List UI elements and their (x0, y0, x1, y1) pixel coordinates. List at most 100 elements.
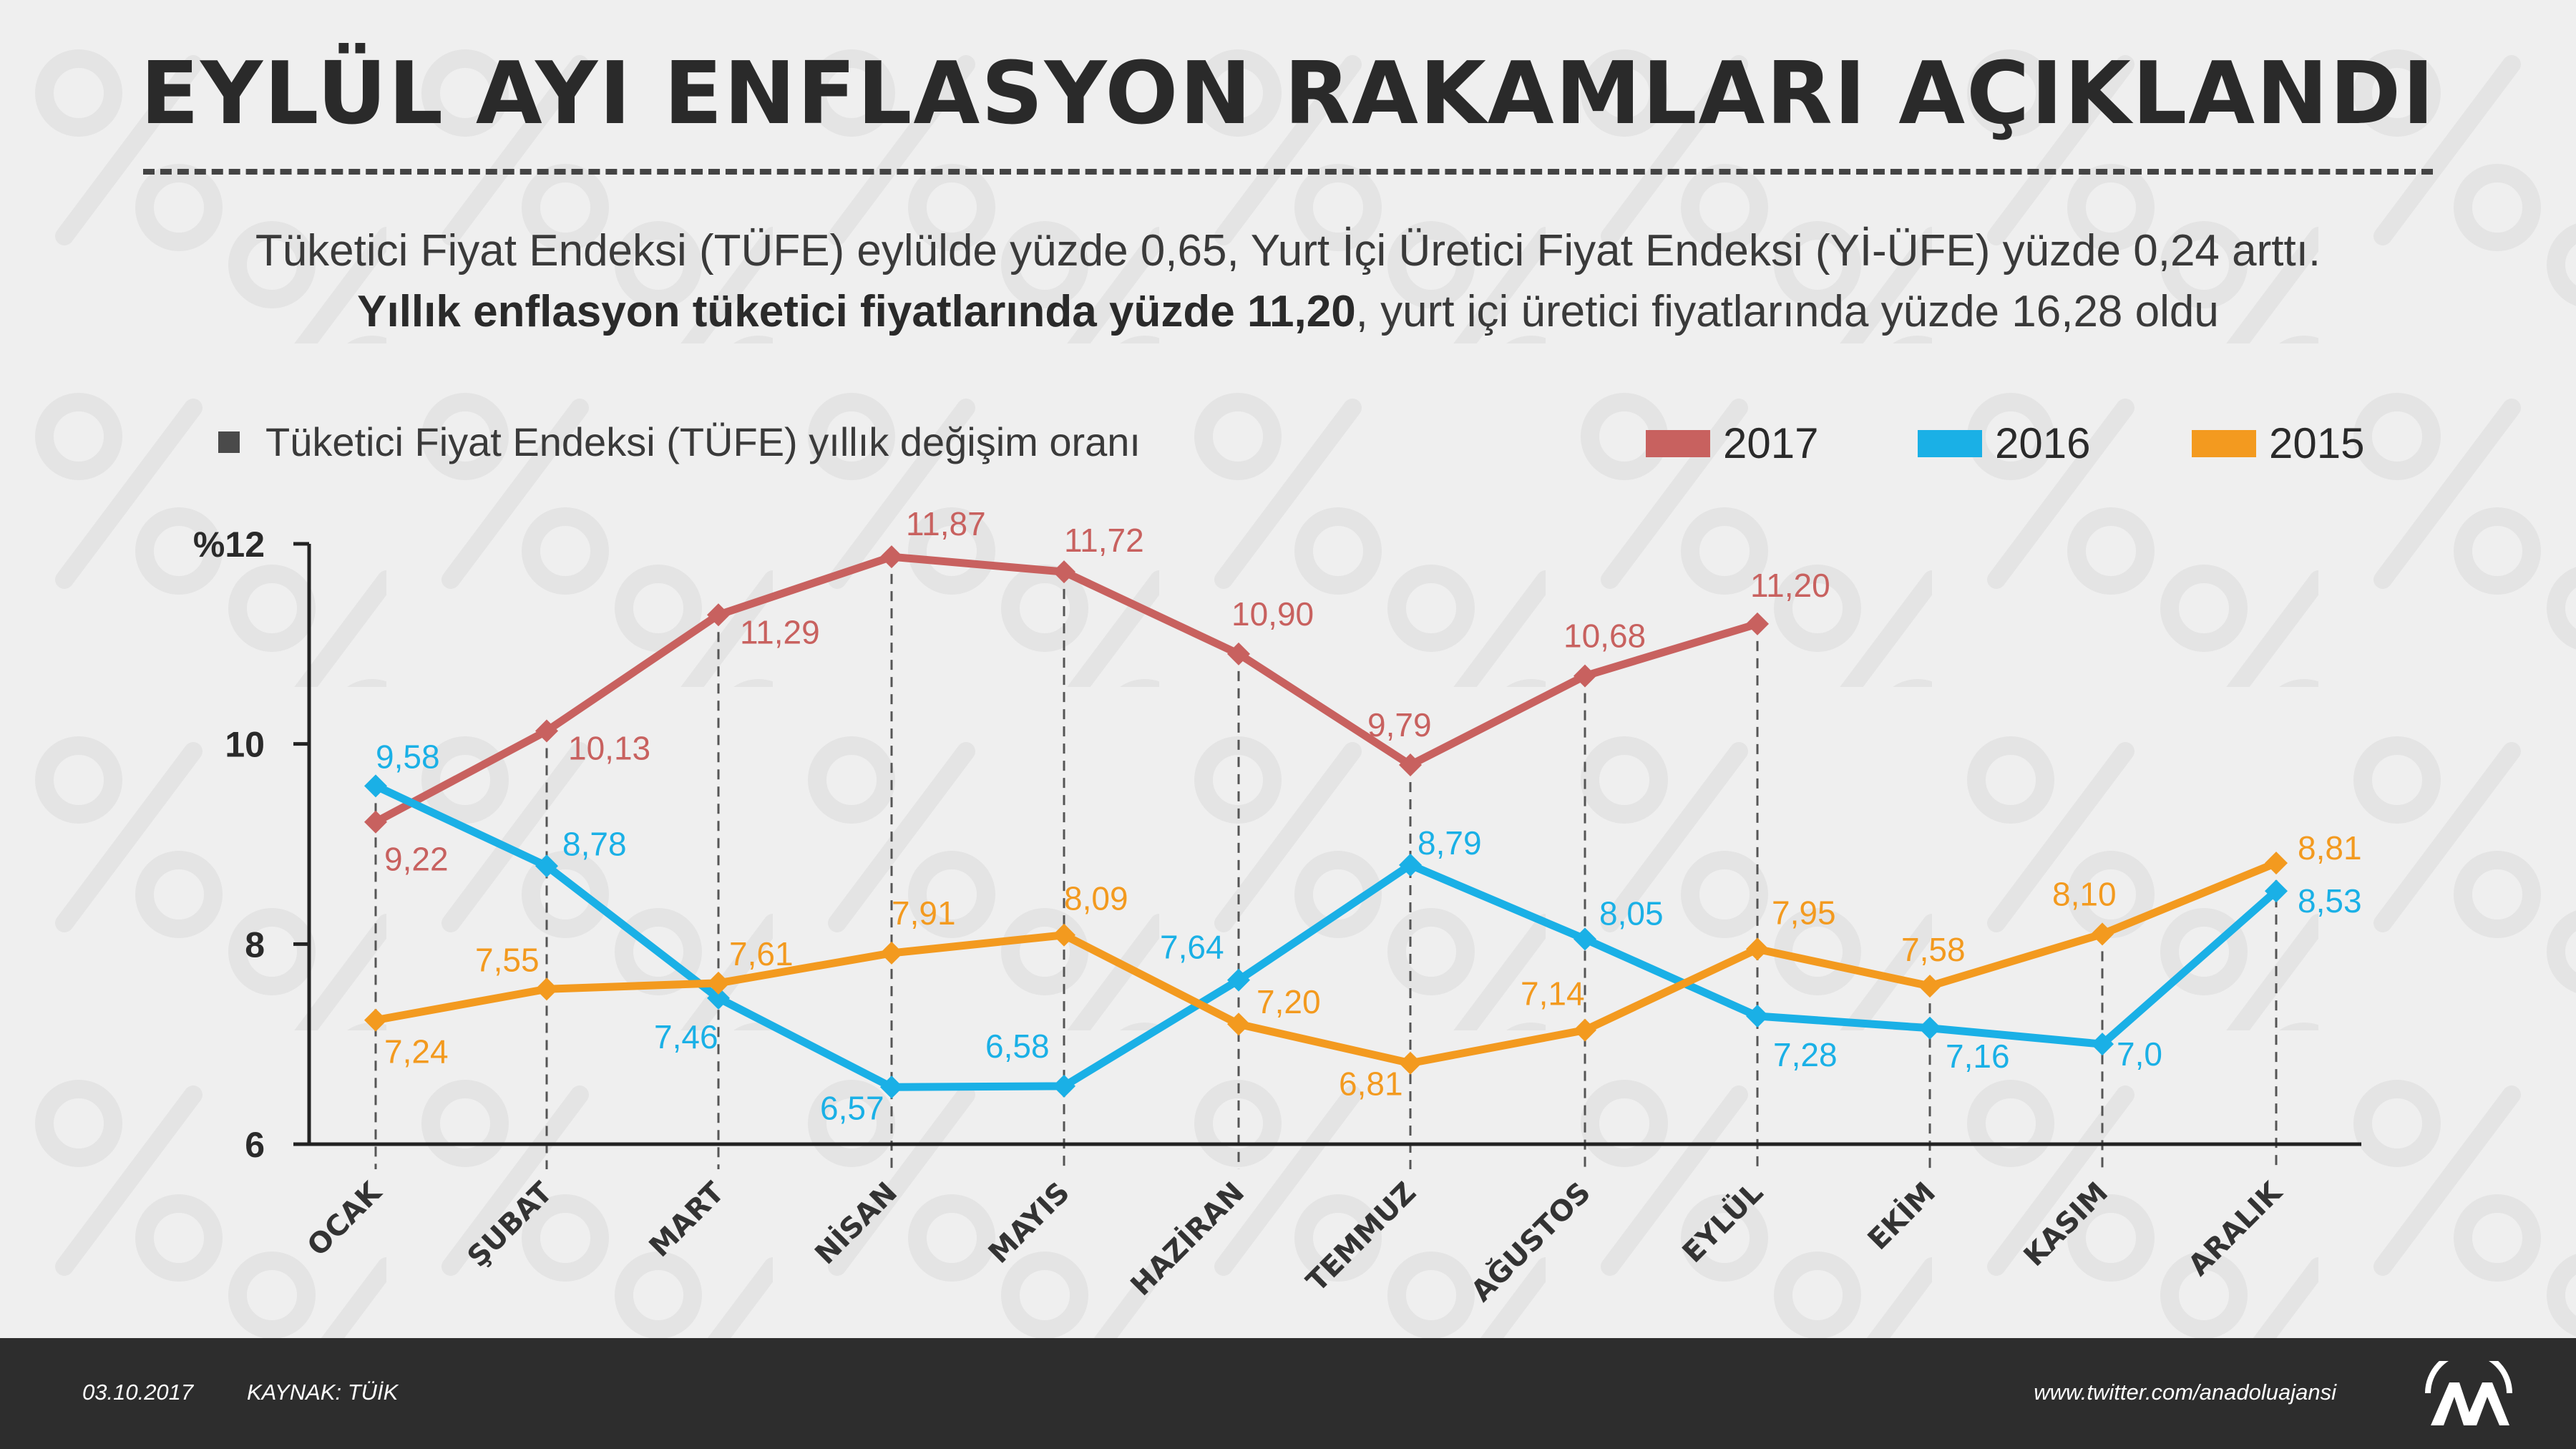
aa-logo-icon (2425, 1361, 2512, 1425)
y-tick-label: 10 (225, 725, 265, 765)
legend-swatch-2016 (1918, 429, 1982, 457)
data-label-2016: 6,57 (820, 1089, 884, 1126)
x-tick-label: ARALIK (2182, 1175, 2290, 1282)
data-point-2017 (364, 810, 387, 834)
data-point-2015 (1053, 923, 1075, 947)
x-tick-label: ŞUBAT (462, 1176, 560, 1274)
data-point-2017 (707, 603, 730, 627)
data-point-2016 (707, 986, 730, 1010)
data-point-2016 (364, 774, 387, 798)
x-tick-label: TEMMUZ (1300, 1176, 1423, 1299)
data-label-2015: 7,14 (1521, 975, 1585, 1013)
x-tick-label: NİSAN (808, 1175, 904, 1271)
title-divider (143, 169, 2433, 175)
data-point-2015 (880, 941, 903, 965)
data-point-2015 (1746, 937, 1769, 961)
data-label-2015: 8,09 (1064, 880, 1128, 917)
data-point-2016 (1399, 853, 1422, 877)
legend-label-2016: 2016 (1995, 419, 2091, 467)
y-tick-label: 6 (245, 1125, 265, 1165)
subtitle-line-1: Tüketici Fiyat Endeksi (TÜFE) eylülde yü… (255, 226, 2321, 275)
data-point-2016 (1574, 927, 1596, 951)
data-label-2016: 7,46 (654, 1018, 718, 1055)
subtitle-line-2: Yıllık enflasyon tüketici fiyatlarında y… (0, 286, 2576, 337)
data-point-2017 (1746, 612, 1769, 635)
y-tick-label: 8 (245, 924, 265, 965)
data-label-2017: 9,79 (1367, 706, 1432, 743)
data-point-2017 (535, 719, 558, 743)
data-point-2015 (1399, 1051, 1422, 1075)
data-label-2016: 9,58 (376, 738, 440, 775)
chart-caption: Tüketici Fiyat Endeksi (TÜFE) yıllık değ… (218, 419, 1141, 465)
data-label-2015: 7,24 (384, 1033, 449, 1070)
data-point-2016 (2265, 879, 2288, 903)
data-label-2017: 11,72 (1064, 522, 1144, 559)
x-tick-label: KASIM (2018, 1176, 2114, 1273)
data-label-2016: 7,64 (1160, 929, 1224, 966)
x-tick-label: OCAK (301, 1175, 389, 1263)
page-title: EYLÜL AYI ENFLASYON RAKAMLARI AÇIKLANDI (140, 44, 2436, 144)
data-label-2017: 9,22 (384, 841, 449, 878)
footer-bar: 03.10.2017 KAYNAK: TÜİK www.twitter.com/… (0, 1338, 2576, 1449)
data-point-2016 (1053, 1074, 1075, 1098)
series-line-2017 (371, 552, 1762, 826)
data-label-2017: 11,20 (1750, 567, 1830, 604)
legend-item-2016: 2016 (1918, 419, 2090, 468)
background-percent-pattern (0, 0, 2576, 1338)
footer-twitter-link[interactable]: www.twitter.com/anadoluajansi (2034, 1380, 2336, 1405)
x-tick-label: EKİM (1860, 1175, 1942, 1257)
data-label-2016: 7,16 (1946, 1038, 2010, 1075)
data-point-2017 (1227, 642, 1250, 665)
data-label-2016: 8,53 (2298, 882, 2362, 919)
data-point-2015 (2091, 922, 2114, 946)
data-label-2017: 10,90 (1231, 595, 1314, 633)
data-label-2015: 8,10 (2052, 875, 2117, 912)
data-label-2016: 8,05 (1599, 894, 1664, 932)
x-tick-label: MAYIS (982, 1176, 1076, 1270)
x-tick-label: EYLÜL (1675, 1175, 1770, 1269)
legend-label-2017: 2017 (1723, 419, 1819, 467)
data-label-2015: 7,58 (1901, 931, 1966, 968)
data-label-2015: 7,55 (475, 941, 540, 978)
data-label-2015: 8,81 (2298, 829, 2362, 867)
data-label-2016: 8,78 (562, 825, 627, 862)
data-label-2015: 6,81 (1339, 1065, 1403, 1103)
data-label-2015: 7,91 (892, 894, 956, 932)
x-tick-label: HAZİRAN (1123, 1175, 1251, 1302)
data-point-2015 (1574, 1018, 1596, 1042)
data-point-2015 (707, 971, 730, 995)
subtitle-highlight: Yıllık enflasyon tüketici fiyatlarında y… (357, 287, 1356, 336)
data-label-2017: 10,68 (1563, 618, 1646, 655)
legend-item-2017: 2017 (1646, 419, 1818, 468)
data-point-2015 (1918, 975, 1941, 998)
caption-square-icon (218, 431, 240, 453)
footer-source: KAYNAK: TÜİK (247, 1380, 399, 1405)
data-point-2016 (880, 1075, 903, 1099)
x-tick-label: MART (643, 1176, 731, 1264)
data-point-2017 (1574, 664, 1596, 688)
footer-date: 03.10.2017 (82, 1380, 194, 1405)
series-line-2016 (371, 781, 2280, 1091)
legend-swatch-2017 (1646, 429, 1710, 457)
data-point-2017 (880, 545, 903, 569)
data-label-2017: 11,29 (740, 613, 820, 650)
data-label-2015: 7,95 (1772, 894, 1836, 931)
legend-swatch-2015 (2192, 429, 2256, 457)
data-label-2016: 7,0 (2117, 1035, 2162, 1073)
legend-label-2015: 2015 (2269, 419, 2365, 467)
legend-item-2015: 2015 (2192, 419, 2364, 468)
line-chart: %12 10 8 6 OCAK ŞUBAT MART NİSAN MAYIS HAZİRAN TEM… (193, 505, 2362, 1308)
data-label-2017: 11,87 (906, 505, 986, 542)
data-point-2016 (1746, 1005, 1769, 1028)
data-label-2016: 8,79 (1418, 824, 1482, 862)
data-point-2015 (2265, 852, 2288, 875)
data-label-2016: 7,28 (1773, 1036, 1838, 1073)
data-point-2016 (1918, 1016, 1941, 1040)
data-label-2015: 7,61 (729, 935, 794, 972)
data-point-2016 (535, 854, 558, 878)
data-label-2016: 6,58 (985, 1028, 1050, 1065)
data-point-2017 (1053, 560, 1075, 584)
series-line-2015 (371, 859, 2280, 1068)
data-point-2016 (1227, 968, 1250, 992)
x-tick-label: AĞUSTOS (1464, 1175, 1597, 1308)
